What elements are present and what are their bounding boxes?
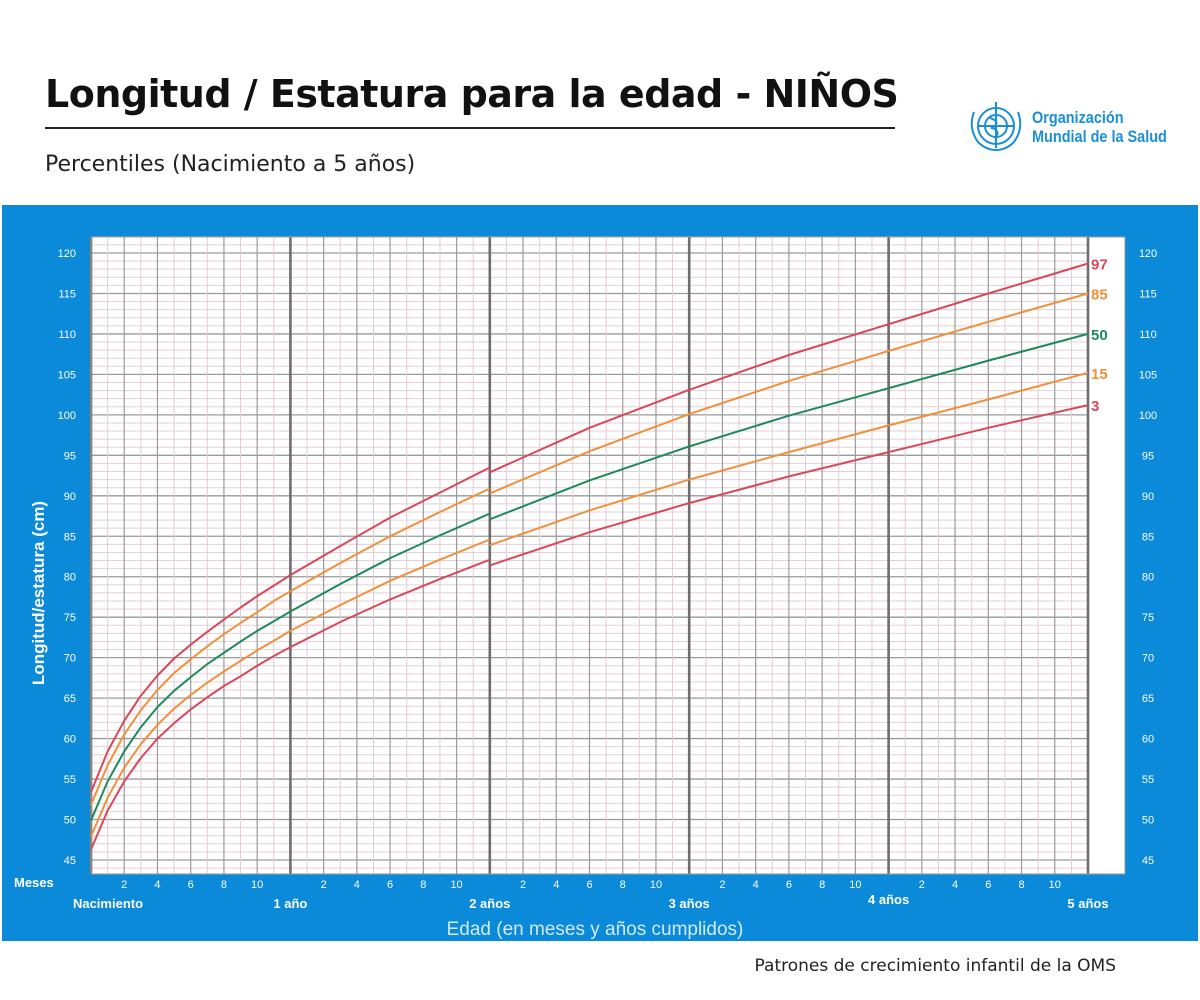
x-tick-month: 6 xyxy=(387,879,393,891)
x-tick-month: 10 xyxy=(450,879,462,891)
curve-p3-length xyxy=(90,558,491,850)
percentile-label-85: 85 xyxy=(1091,286,1108,303)
x-tick-month: 6 xyxy=(786,879,792,891)
y-tick-left: 95 xyxy=(64,450,76,462)
y-tick-right: 65 xyxy=(1142,693,1154,705)
x-year-label: 2 años xyxy=(469,896,510,911)
x-tick-month: 2 xyxy=(520,879,526,891)
y-tick-right: 105 xyxy=(1139,369,1157,381)
page-title: Longitud / Estatura para la edad - NIÑOS xyxy=(45,72,899,116)
percentile-label-3: 3 xyxy=(1091,398,1099,415)
x-year-label: 3 años xyxy=(669,896,710,911)
x-year-label: 1 año xyxy=(273,896,307,911)
plot-border xyxy=(90,236,1126,875)
x-year-label: 4 años xyxy=(868,892,909,907)
x-tick-month: 8 xyxy=(620,879,626,891)
who-logo: Organización Mundial de la Salud xyxy=(964,98,1194,158)
y-tick-right: 85 xyxy=(1142,531,1154,543)
x-tick-month: 4 xyxy=(952,879,958,891)
y-tick-right: 70 xyxy=(1142,653,1154,665)
page-subtitle: Percentiles (Nacimiento a 5 años) xyxy=(45,152,416,177)
y-tick-right: 110 xyxy=(1139,329,1157,341)
x-tick-month: 8 xyxy=(420,879,426,891)
x-tick-month: 2 xyxy=(919,879,925,891)
y-tick-right: 80 xyxy=(1142,572,1154,584)
months-label: Meses xyxy=(14,875,54,890)
y-tick-right: 120 xyxy=(1139,248,1157,260)
curve-p50-length xyxy=(90,512,491,821)
y-tick-left: 85 xyxy=(64,531,76,543)
y-tick-left: 115 xyxy=(58,288,76,300)
y-tick-left: 65 xyxy=(64,693,76,705)
who-logo-text: Organización Mundial de la Salud xyxy=(1032,108,1167,146)
x-tick-month: 4 xyxy=(753,879,759,891)
y-tick-left: 110 xyxy=(58,329,76,341)
percentile-label-15: 15 xyxy=(1091,366,1108,383)
y-tick-right: 95 xyxy=(1142,450,1154,462)
y-tick-left: 100 xyxy=(58,410,76,422)
y-axis-title: Longitud/estatura (cm) xyxy=(29,501,48,685)
growth-chart: 97 85 50 15 3 45 45 50 50 55 55 60 60 65 65 70 70 75 75 80… xyxy=(2,205,1198,941)
curve-p3-height xyxy=(489,404,1089,567)
y-tick-right: 115 xyxy=(1139,288,1157,300)
y-tick-left: 80 xyxy=(64,572,76,584)
y-tick-left: 105 xyxy=(58,369,76,381)
x-tick-month: 10 xyxy=(849,879,861,891)
who-emblem-icon xyxy=(970,102,1022,152)
x-tick-month: 10 xyxy=(1049,879,1061,891)
x-tick-month: 2 xyxy=(719,879,725,891)
x-tick-month: 2 xyxy=(321,879,327,891)
curve-p97-height xyxy=(489,262,1089,474)
curve-p50-height xyxy=(489,332,1089,521)
y-tick-left: 50 xyxy=(64,815,76,827)
x-tick-month: 8 xyxy=(221,879,227,891)
y-tick-left: 60 xyxy=(64,734,76,746)
percentile-label-50: 50 xyxy=(1091,327,1108,344)
y-tick-left: 70 xyxy=(64,653,76,665)
logo-line-2: Mundial de la Salud xyxy=(1032,127,1167,146)
y-tick-left: 75 xyxy=(64,612,76,624)
logo-line-1: Organización xyxy=(1032,108,1124,127)
y-tick-left: 55 xyxy=(64,774,76,786)
x-axis-title: Edad (en meses y años cumplidos) xyxy=(447,919,744,940)
x-tick-month: 2 xyxy=(121,879,127,891)
curve-p85-height xyxy=(489,292,1089,495)
x-tick-month: 6 xyxy=(586,879,592,891)
x-tick-month: 4 xyxy=(154,879,160,891)
percentile-curves: 97 85 50 15 3 xyxy=(90,257,1108,850)
footer-source: Patrones de crecimiento infantil de la O… xyxy=(754,956,1116,976)
x-year-label: 5 años xyxy=(1067,896,1108,911)
y-tick-left: 120 xyxy=(58,248,76,260)
x-year-label: Nacimiento xyxy=(73,896,143,911)
x-tick-month: 6 xyxy=(188,879,194,891)
grid xyxy=(89,236,1126,875)
x-tick-month: 10 xyxy=(251,879,263,891)
percentile-label-97: 97 xyxy=(1091,257,1108,274)
title-divider xyxy=(45,127,895,129)
y-tick-right: 100 xyxy=(1139,410,1157,422)
plot-area xyxy=(91,237,1125,874)
x-tick-month: 10 xyxy=(650,879,662,891)
y-tick-left: 90 xyxy=(64,491,76,503)
curve-p15-length xyxy=(90,538,491,837)
y-tick-right: 90 xyxy=(1142,491,1154,503)
x-tick-month: 8 xyxy=(819,879,825,891)
curve-p97-length xyxy=(90,466,491,793)
curve-p15-height xyxy=(489,371,1089,547)
y-tick-left: 45 xyxy=(64,855,76,867)
y-tick-right: 75 xyxy=(1142,612,1154,624)
x-tick-month: 4 xyxy=(553,879,559,891)
y-tick-right: 50 xyxy=(1142,815,1154,827)
y-tick-right: 45 xyxy=(1142,855,1154,867)
x-tick-month: 4 xyxy=(354,879,360,891)
curve-p85-length xyxy=(90,487,491,806)
x-tick-month: 8 xyxy=(1018,879,1024,891)
y-tick-right: 55 xyxy=(1142,774,1154,786)
axis-labels: 45 45 50 50 55 55 60 60 65 65 70 70 75 75 80 80 85 85 90 90… xyxy=(58,248,1158,911)
y-tick-right: 60 xyxy=(1142,734,1154,746)
x-tick-month: 6 xyxy=(985,879,991,891)
